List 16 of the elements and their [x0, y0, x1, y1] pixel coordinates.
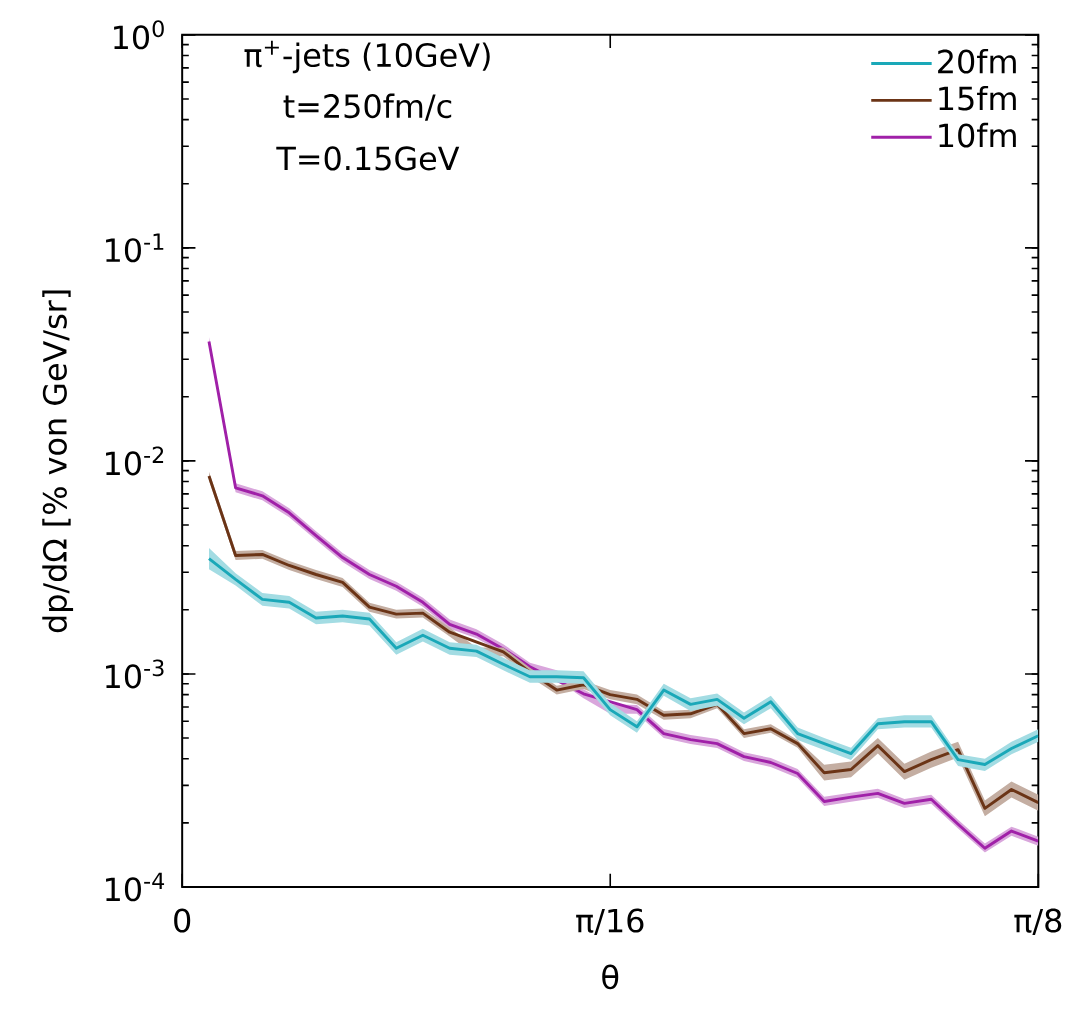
y-tick-label: 10$^{-2}$: [106, 446, 164, 476]
y-tick-label: 10$^{0}$: [114, 20, 164, 50]
y-axis-title: dp/dΩ [% von GeV/sr]: [42, 290, 74, 633]
y-tick-label: 10$^{-3}$: [106, 659, 164, 689]
legend-label: 20fm: [938, 48, 1016, 74]
x-tick-label: π/16: [576, 908, 644, 935]
annotation: T=0.15GeV: [276, 146, 460, 171]
annotation: t=250fm/c: [283, 93, 452, 121]
x-tick-label: 0: [174, 908, 191, 933]
annotation: π$^{+}$-jets (10GeV): [244, 40, 490, 74]
y-tick-label: 10$^{-4}$: [106, 872, 165, 902]
y-tick-label: 10$^{-1}$: [106, 233, 164, 263]
x-axis-title: θ: [602, 964, 619, 990]
x-tick-label: π/8: [1014, 908, 1062, 935]
legend-label: 10fm: [939, 122, 1016, 148]
legend-label: 15fm: [939, 85, 1016, 111]
